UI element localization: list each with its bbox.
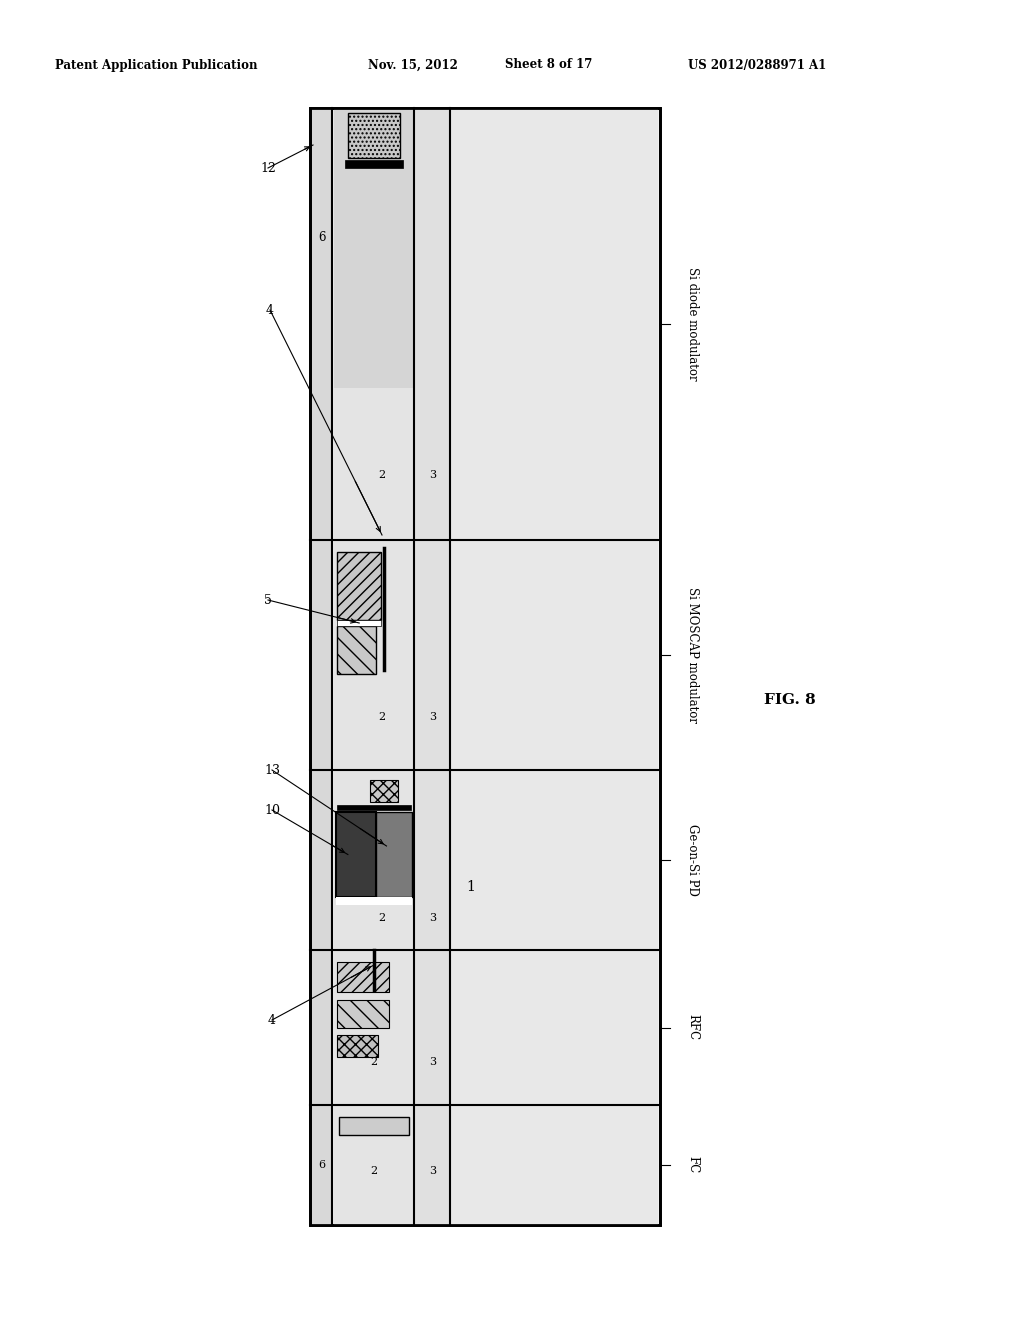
- Bar: [337, 626, 376, 675]
- Text: Si MOSCAP modulator: Si MOSCAP modulator: [686, 587, 699, 723]
- Text: 5: 5: [264, 594, 272, 606]
- Text: FIG. 8: FIG. 8: [764, 693, 816, 708]
- Bar: [337, 962, 389, 993]
- Bar: [345, 160, 402, 168]
- Bar: [334, 108, 414, 388]
- Bar: [337, 552, 381, 620]
- Bar: [337, 805, 411, 810]
- Bar: [312, 108, 332, 1225]
- Bar: [337, 620, 381, 626]
- Text: 2: 2: [379, 470, 386, 480]
- Text: Si diode modulator: Si diode modulator: [686, 267, 699, 380]
- Text: Nov. 15, 2012: Nov. 15, 2012: [368, 58, 458, 71]
- Text: 3: 3: [429, 1056, 436, 1067]
- Text: 12: 12: [260, 161, 275, 174]
- Text: 4: 4: [266, 304, 274, 317]
- Text: 6: 6: [318, 231, 326, 244]
- Text: Ge-on-Si PD: Ge-on-Si PD: [686, 824, 699, 896]
- Bar: [376, 812, 412, 898]
- Bar: [336, 812, 376, 898]
- Bar: [370, 780, 398, 803]
- Bar: [334, 108, 414, 1225]
- Bar: [310, 108, 660, 1225]
- Bar: [415, 108, 450, 1225]
- Bar: [337, 1035, 378, 1057]
- Text: 1: 1: [467, 880, 475, 894]
- Text: 2: 2: [379, 912, 386, 923]
- Text: 13: 13: [264, 763, 280, 776]
- Text: Sheet 8 of 17: Sheet 8 of 17: [505, 58, 592, 71]
- Text: 2: 2: [371, 1166, 378, 1176]
- Text: RFC: RFC: [686, 1015, 699, 1040]
- Bar: [336, 898, 412, 906]
- Text: 6: 6: [318, 1160, 326, 1170]
- Text: Patent Application Publication: Patent Application Publication: [55, 58, 257, 71]
- Text: 3: 3: [429, 912, 436, 923]
- Text: 2: 2: [371, 1056, 378, 1067]
- Text: 2: 2: [379, 711, 386, 722]
- Bar: [348, 114, 399, 158]
- Text: 3: 3: [429, 470, 436, 480]
- Text: 10: 10: [264, 804, 280, 817]
- Text: 3: 3: [429, 1166, 436, 1176]
- Bar: [310, 108, 660, 1225]
- Text: FC: FC: [686, 1156, 699, 1173]
- Text: US 2012/0288971 A1: US 2012/0288971 A1: [688, 58, 826, 71]
- Bar: [451, 108, 658, 1225]
- Text: 4: 4: [268, 1014, 276, 1027]
- Text: 3: 3: [429, 711, 436, 722]
- Bar: [339, 1117, 409, 1135]
- Bar: [337, 1001, 389, 1028]
